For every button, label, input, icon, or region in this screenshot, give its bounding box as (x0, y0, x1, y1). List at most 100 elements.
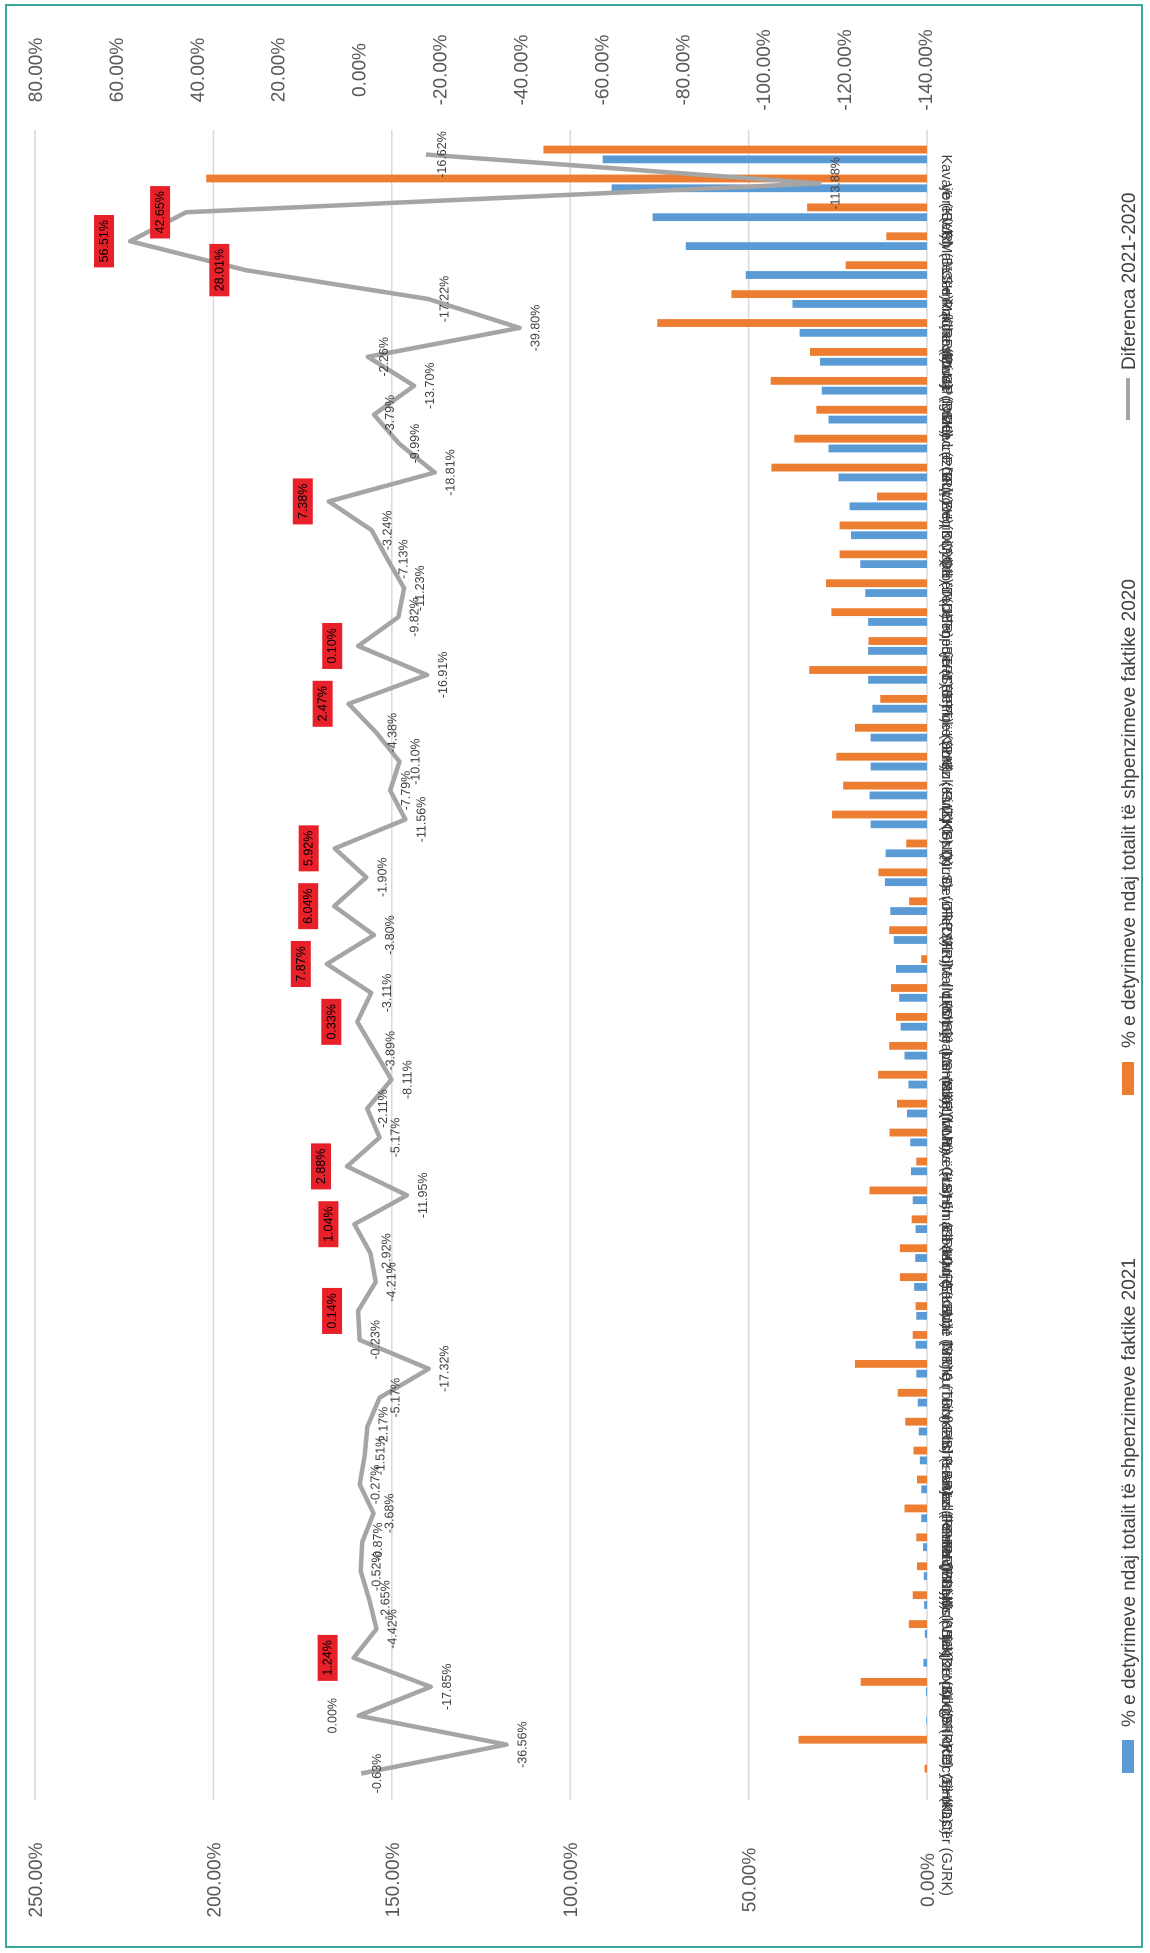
bar-2020 (731, 290, 927, 299)
bar-2020 (854, 1359, 927, 1368)
diff-label-highlight (317, 1634, 338, 1681)
series-diff-labels: -0.63% -36.56% 0.00% -17.85% 1.24% -4.42%-2.6… (94, 131, 842, 1793)
bar-2020 (906, 839, 927, 848)
diff-data-label: -4.42% (386, 1609, 400, 1649)
bar-2020 (657, 319, 927, 327)
category-labels: Gjirokastër (GJRK)Këlcyrë (KLC)Shkodër (… (938, 154, 954, 1896)
category-label: Mat (MT) (938, 1311, 954, 1370)
bar-2021 (828, 415, 927, 424)
bar-2021 (923, 1658, 927, 1667)
diff-data-label: -17.22% (437, 276, 451, 323)
bar-2020 (917, 1562, 927, 1571)
bar-2021 (923, 1543, 927, 1552)
category-label: Elbasan (ELB) (938, 1224, 954, 1318)
category-label: Malësi e Madhe (MLM) (938, 241, 954, 389)
bar-2021 (921, 1514, 927, 1523)
bar-2020 (807, 203, 927, 212)
bar-2020 (889, 1041, 927, 1050)
diff-data-label: -3.24% (381, 511, 395, 551)
category-label: Skrapar (SKR) (938, 1022, 954, 1116)
series-diff-line (127, 152, 822, 1776)
diff-data-label: 0.10% (325, 628, 339, 663)
category-label: Mirditë (MRD) (938, 935, 954, 1025)
category-label: Divjakë (DVJ) (938, 530, 954, 619)
bar-2021 (916, 1369, 927, 1378)
bar-2021 (907, 1109, 927, 1118)
primary-tick-label: 0.00% (918, 1853, 939, 1907)
category-label: Sarandë (SRN) (938, 1282, 954, 1381)
bar-2021 (685, 242, 927, 250)
diff-data-label: -16.62% (435, 131, 449, 178)
bar-2021 (869, 791, 927, 800)
bar-2020 (878, 1070, 927, 1079)
category-label: Kolonjë (KLNJ) (938, 1600, 954, 1698)
bar-2021 (860, 560, 927, 569)
diff-data-label: -11.56% (414, 797, 428, 843)
category-label: Tepelenë (TPL) (938, 588, 954, 687)
bar-2021 (870, 820, 927, 829)
bar-2020 (921, 955, 927, 963)
bar-2021 (868, 646, 927, 655)
diff-data-label: -10.10% (408, 738, 422, 785)
bar-2020 (912, 1591, 927, 1600)
category-label: Fushë-Arrëz (FSHRR) (938, 1427, 954, 1570)
diff-data-label: 56.51% (97, 220, 111, 262)
diff-label-highlight (322, 622, 343, 669)
bar-2020 (895, 1013, 927, 1021)
diff-data-label: -18.81% (444, 449, 458, 496)
bar-2020 (916, 1533, 927, 1542)
bar-2020 (917, 1475, 927, 1484)
bar-2021 (915, 1225, 927, 1234)
bar-2021 (893, 936, 927, 944)
category-label: Finiq (FNQ) (938, 791, 954, 867)
diff-data-label: -0.27% (369, 1465, 383, 1505)
diff-data-label: 6.04% (301, 888, 315, 923)
bar-2021 (915, 1254, 927, 1262)
bar-2020 (543, 145, 927, 154)
series-2021-bars (602, 155, 927, 1725)
bar-2020 (889, 926, 927, 935)
primary-tick-label: 250.00% (26, 1842, 47, 1917)
category-label: Dimal (DML) (938, 357, 954, 438)
diff-data-label: -36.56% (516, 1721, 530, 1768)
bar-2020 (854, 723, 927, 732)
category-label: Roskovec (RSK) (938, 328, 954, 435)
bar-2021 (925, 1687, 927, 1696)
secondary-tick-label: 80.00% (26, 38, 47, 103)
category-label: Belsh (BLSH) (938, 212, 954, 300)
category-label: Vorë (VLR) (938, 1080, 954, 1152)
bar-2021 (924, 1629, 927, 1638)
bar-2020 (845, 261, 927, 270)
category-label: Kamëz (KMZ) (938, 733, 954, 822)
category-label: Dibër (DBR) (938, 559, 954, 638)
diff-data-label: 0.00% (326, 1698, 340, 1733)
diff-data-label: 5.92% (302, 831, 316, 866)
bar-2020 (915, 1302, 927, 1310)
secondary-tick-label: -80.00% (673, 35, 694, 106)
category-label: Has (HS) (938, 1137, 954, 1197)
diff-data-label: -2.65% (378, 1580, 392, 1620)
bar-2020 (897, 1388, 927, 1397)
bar-2020 (924, 1764, 927, 1773)
category-label: Pukë (PK) (938, 704, 954, 770)
diff-data-label: -39.80% (529, 305, 543, 352)
diff-label-highlight (150, 186, 171, 239)
category-label: Memaliaj (MML) (938, 1051, 954, 1155)
bar-2021 (899, 993, 927, 1002)
bar-2021 (890, 907, 927, 915)
diff-data-label: 28.01% (212, 249, 226, 291)
diff-data-label: -7.79% (399, 771, 413, 811)
diff-data-label: -2.17% (376, 1407, 390, 1447)
diff-data-label: -2.92% (379, 1233, 393, 1273)
bar-2020 (909, 897, 927, 906)
category-label: Vorë (VR) (938, 183, 954, 247)
diff-label-highlight (318, 1201, 339, 1248)
category-label: Kavajë (KVJ) (938, 154, 954, 239)
legend: % e detyrimeve ndaj totalit të shpenzime… (1119, 193, 1140, 1773)
diff-label-highlight (94, 214, 115, 268)
primary-axis-ticks: 0.00% 50.00% 100.00% 150.00% 200.00% 250.00% (26, 1842, 939, 1917)
diff-data-label: -13.70% (423, 362, 437, 409)
bar-2021 (914, 1283, 927, 1291)
diff-data-label: -0.63% (370, 1754, 384, 1794)
bar-2020 (839, 550, 927, 559)
